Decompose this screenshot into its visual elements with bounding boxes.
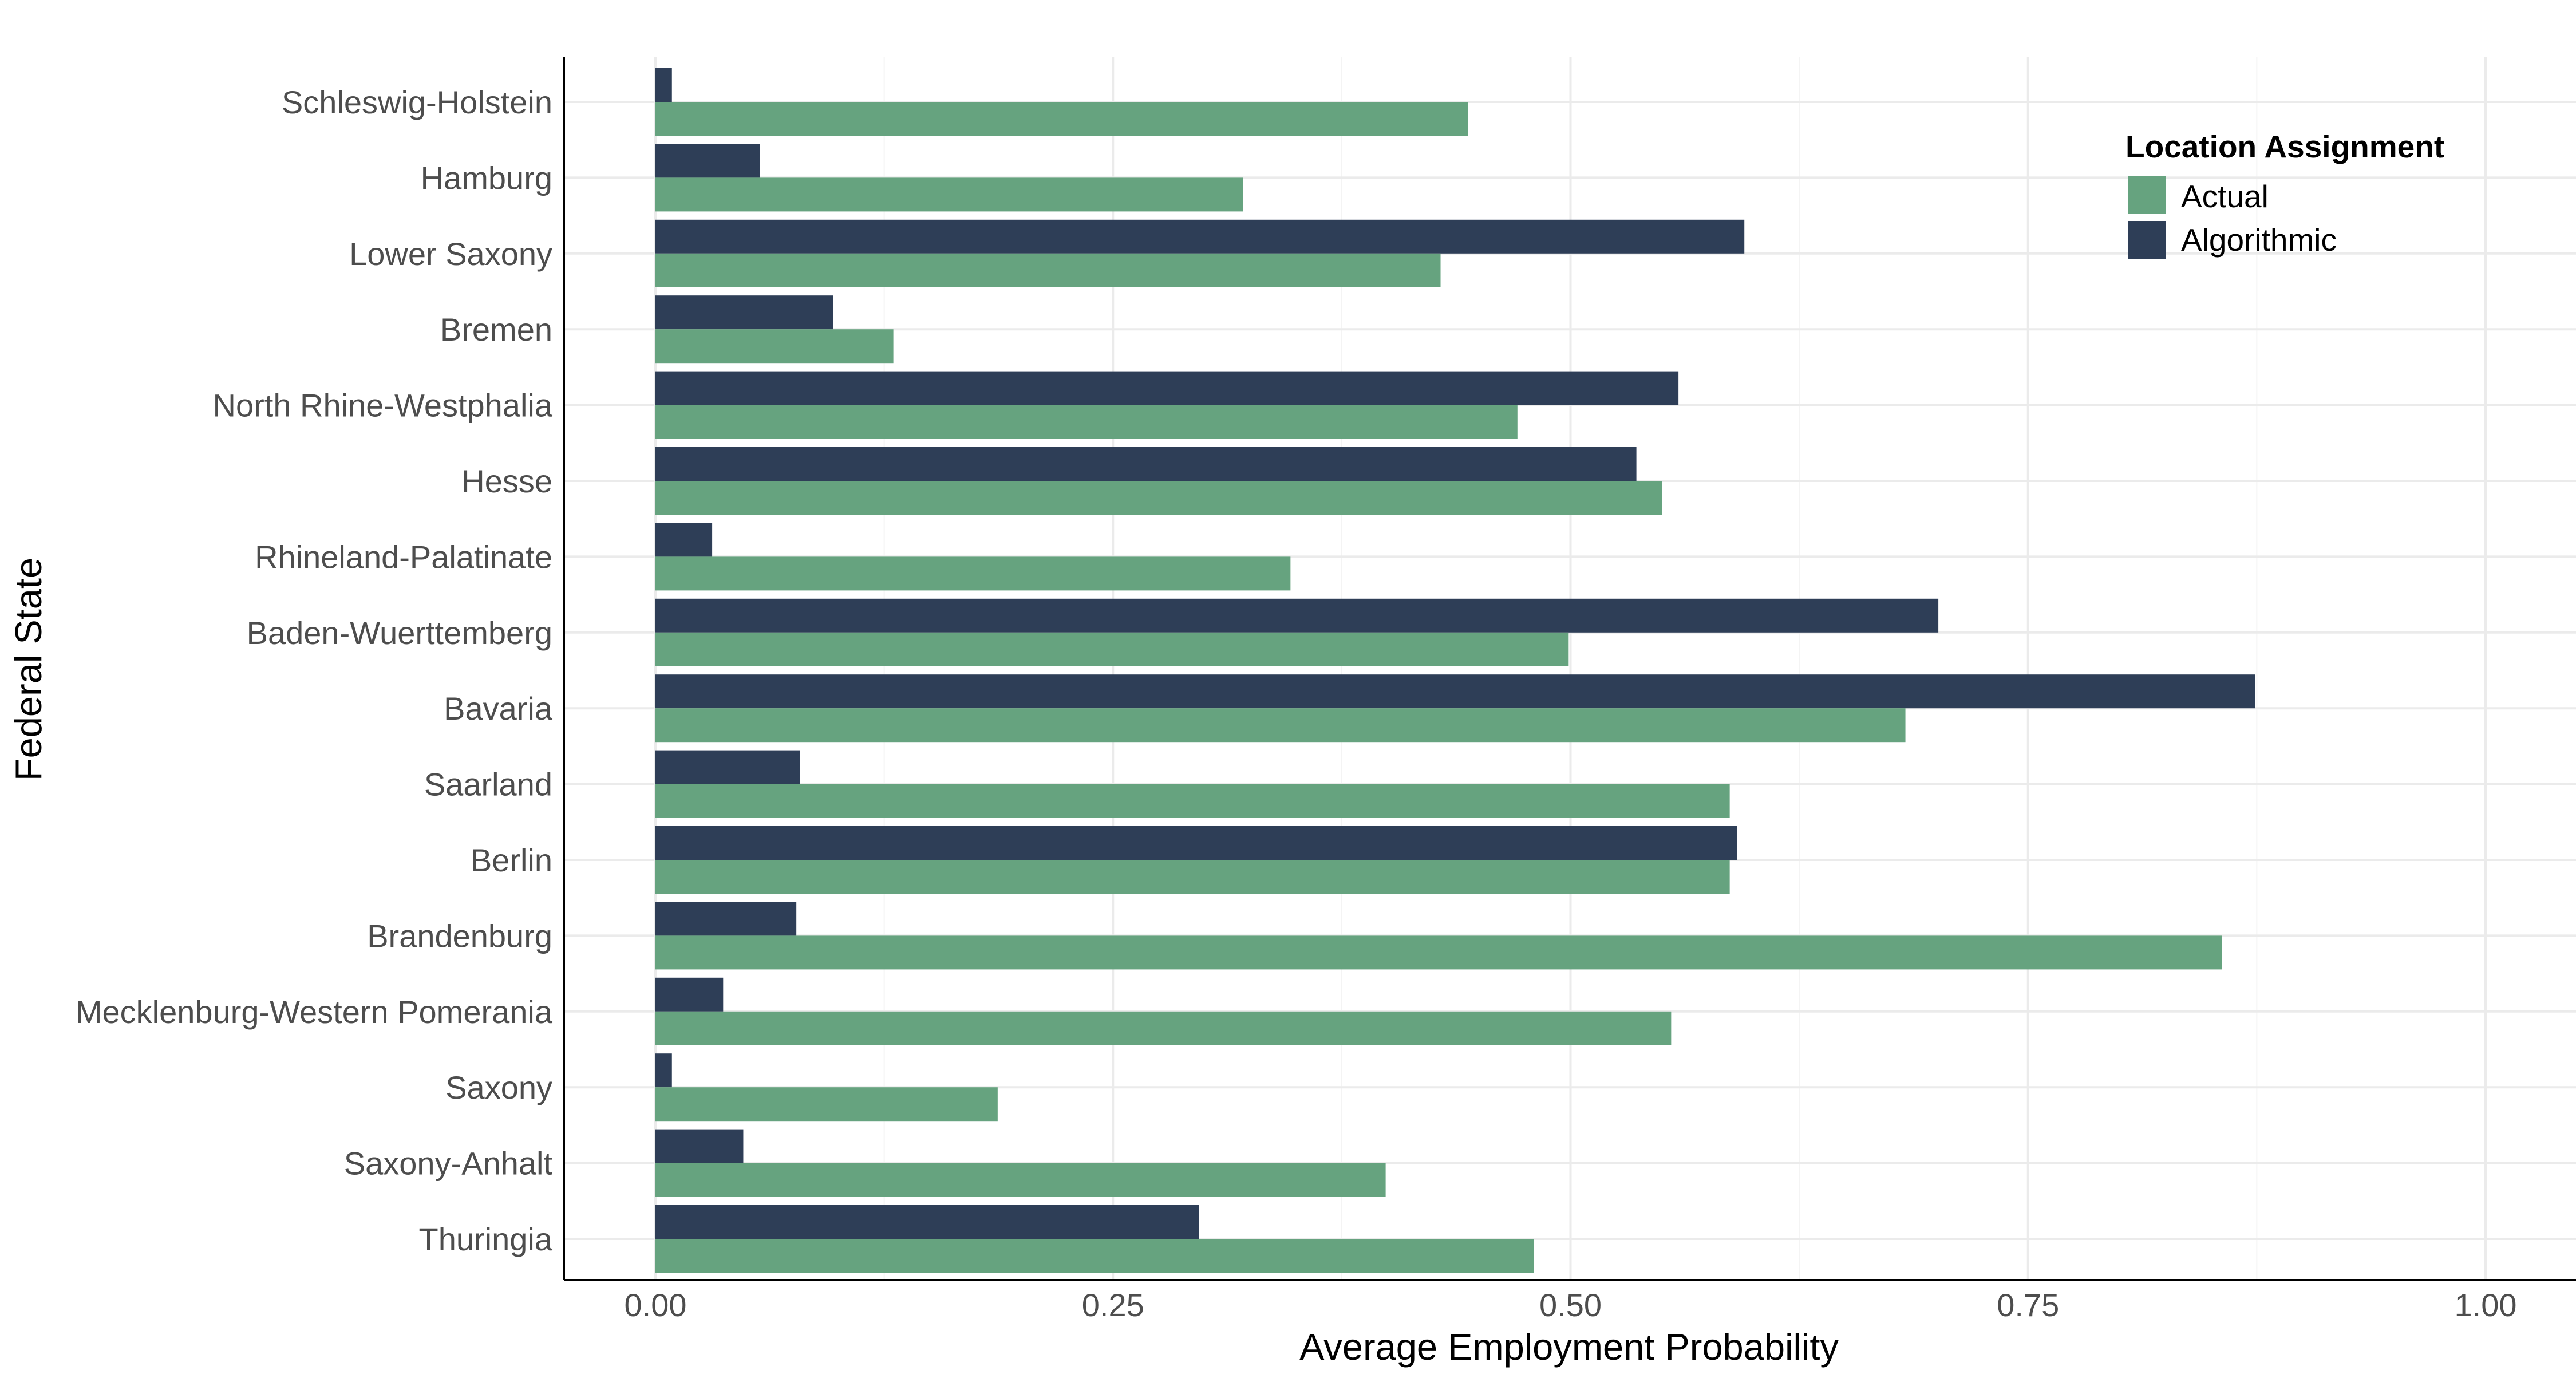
bar-actual-thuringia (655, 1239, 1534, 1273)
bar-actual-north-rhine-westphalia (655, 405, 1518, 439)
legend-swatch-actual (2128, 176, 2166, 214)
bar-algorithmic-saxony-anhalt (655, 1129, 744, 1163)
x-tick-label: 0.25 (1082, 1287, 1144, 1323)
category-labels: Schleswig-Holstein Hamburg Lower Saxony Bre… (76, 84, 553, 1257)
bar-actual-lower-saxony (655, 253, 1441, 287)
bar-algorithmic-berlin (655, 826, 1737, 860)
category-label-saarland: Saarland (424, 767, 552, 803)
category-label-bremen: Bremen (440, 311, 552, 348)
category-label-north-rhine-westphalia: North Rhine-Westphalia (213, 388, 553, 424)
legend-label-actual: Actual (2181, 179, 2269, 214)
bar-algorithmic-schleswig-holstein (655, 68, 672, 102)
category-label-schleswig-holstein: Schleswig-Holstein (282, 84, 552, 120)
bar-algorithmic-bremen (655, 295, 833, 330)
bar-algorithmic-hamburg (655, 144, 760, 178)
bar-algorithmic-north-rhine-westphalia (655, 371, 1679, 405)
bar-algorithmic-rhineland-palatinate (655, 523, 713, 557)
bar-algorithmic-lower-saxony (655, 219, 1745, 254)
bar-actual-hamburg (655, 177, 1243, 212)
bar-algorithmic-thuringia (655, 1205, 1199, 1239)
category-label-hesse: Hesse (461, 463, 552, 499)
bars (655, 68, 2255, 1273)
category-label-brandenburg: Brandenburg (367, 918, 552, 954)
x-axis-title: Average Employment Probability (1299, 1326, 1839, 1368)
bar-actual-hesse (655, 481, 1662, 515)
category-label-lower-saxony: Lower Saxony (349, 236, 552, 272)
bar-actual-rhineland-palatinate (655, 556, 1291, 591)
legend: Location Assignment Actual Algorithmic (2125, 129, 2444, 259)
bar-actual-saxony-anhalt (655, 1163, 1386, 1197)
bar-actual-saxony (655, 1087, 998, 1122)
category-label-berlin: Berlin (471, 842, 552, 878)
bar-actual-brandenburg (655, 935, 2222, 970)
bar-algorithmic-mecklenburg-western-pomerania (655, 977, 724, 1012)
bar-algorithmic-saxony (655, 1053, 672, 1088)
legend-swatch-algorithmic (2128, 221, 2166, 259)
category-label-thuringia: Thuringia (419, 1221, 553, 1257)
bar-algorithmic-hesse (655, 447, 1637, 481)
bar-algorithmic-saarland (655, 750, 800, 784)
legend-label-algorithmic: Algorithmic (2181, 222, 2337, 258)
y-axis-title: Federal State (7, 558, 49, 781)
x-tick-label: 0.00 (625, 1287, 687, 1323)
x-tick-labels: 0.00 0.25 0.50 0.75 1.00 (625, 1287, 2517, 1323)
category-label-baden-wuerttemberg: Baden-Wuerttemberg (247, 615, 552, 651)
axes (563, 57, 2576, 1281)
bar-actual-saarland (655, 784, 1730, 818)
category-label-hamburg: Hamburg (421, 160, 552, 196)
category-label-rhineland-palatinate: Rhineland-Palatinate (255, 539, 552, 575)
x-tick-label: 0.50 (1539, 1287, 1602, 1323)
bar-algorithmic-baden-wuerttemberg (655, 598, 1939, 633)
category-label-mecklenburg-western-pomerania: Mecklenburg-Western Pomerania (76, 994, 553, 1030)
x-tick-label: 1.00 (2455, 1287, 2517, 1323)
bar-actual-bavaria (655, 708, 1906, 743)
x-tick-label: 0.75 (1997, 1287, 2059, 1323)
bar-actual-schleswig-holstein (655, 102, 1468, 136)
category-label-saxony: Saxony (445, 1069, 552, 1105)
bar-actual-berlin (655, 860, 1730, 894)
bar-actual-bremen (655, 329, 894, 364)
category-label-saxony-anhalt: Saxony-Anhalt (344, 1146, 553, 1182)
bar-algorithmic-bavaria (655, 674, 2255, 709)
legend-title: Location Assignment (2125, 129, 2444, 164)
bar-actual-baden-wuerttemberg (655, 632, 1569, 666)
bar-actual-mecklenburg-western-pomerania (655, 1011, 1672, 1045)
bar-algorithmic-brandenburg (655, 902, 797, 936)
category-label-bavaria: Bavaria (444, 690, 553, 727)
